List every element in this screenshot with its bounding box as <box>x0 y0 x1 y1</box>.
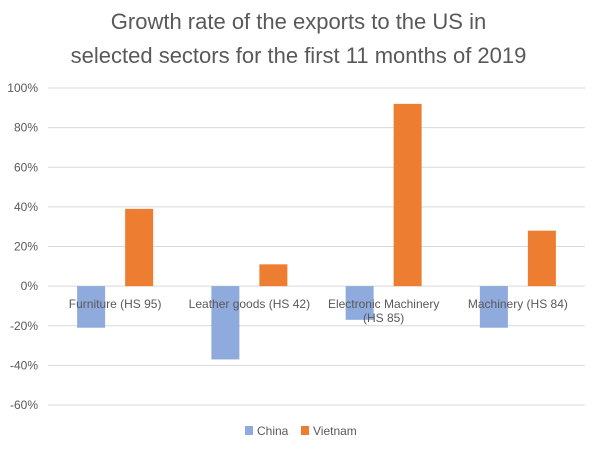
bar-china-1 <box>211 286 240 360</box>
x-axis-categories: Furniture (HS 95) Leather goods (HS 42) El… <box>69 297 568 325</box>
chart-title-line-2: selected sectors for the first 11 months… <box>71 43 527 68</box>
bar-china-3 <box>479 286 508 328</box>
y-tick-label: 100% <box>7 81 38 95</box>
legend-swatch-china <box>245 426 253 435</box>
bar-vietnam-0 <box>125 208 154 287</box>
bar-china-0 <box>77 286 106 328</box>
x-category-label: Machinery (HS 84) <box>468 297 568 311</box>
x-category-label: Furniture (HS 95) <box>69 297 162 311</box>
y-tick-label: 20% <box>14 240 38 254</box>
y-axis-ticks: 100% 80% 60% 40% 20% 0% -20% -40% -60% <box>7 81 38 412</box>
legend-label-vietnam: Vietnam <box>313 424 357 438</box>
bar-vietnam-2 <box>393 103 422 287</box>
y-tick-label: 0% <box>21 279 39 293</box>
y-tick-label: 80% <box>14 121 38 135</box>
legend-label-china: China <box>257 424 289 438</box>
x-category-label: (HS 85) <box>363 311 404 325</box>
bar-china-2 <box>345 286 374 320</box>
legend-swatch-vietnam <box>301 426 309 435</box>
y-tick-label: -60% <box>10 398 38 412</box>
x-category-label: Leather goods (HS 42) <box>189 297 310 311</box>
bar-vietnam-3 <box>527 230 556 287</box>
x-category-label: Electronic Machinery <box>328 297 439 311</box>
y-tick-label: -40% <box>10 358 38 372</box>
chart-title-line-1: Growth rate of the exports to the US in <box>111 9 486 34</box>
y-tick-label: 40% <box>14 200 38 214</box>
bar-vietnam-1 <box>259 264 288 287</box>
y-tick-label: 60% <box>14 160 38 174</box>
legend: China Vietnam <box>245 424 357 438</box>
y-tick-label: -20% <box>10 319 38 333</box>
bars <box>77 103 556 360</box>
